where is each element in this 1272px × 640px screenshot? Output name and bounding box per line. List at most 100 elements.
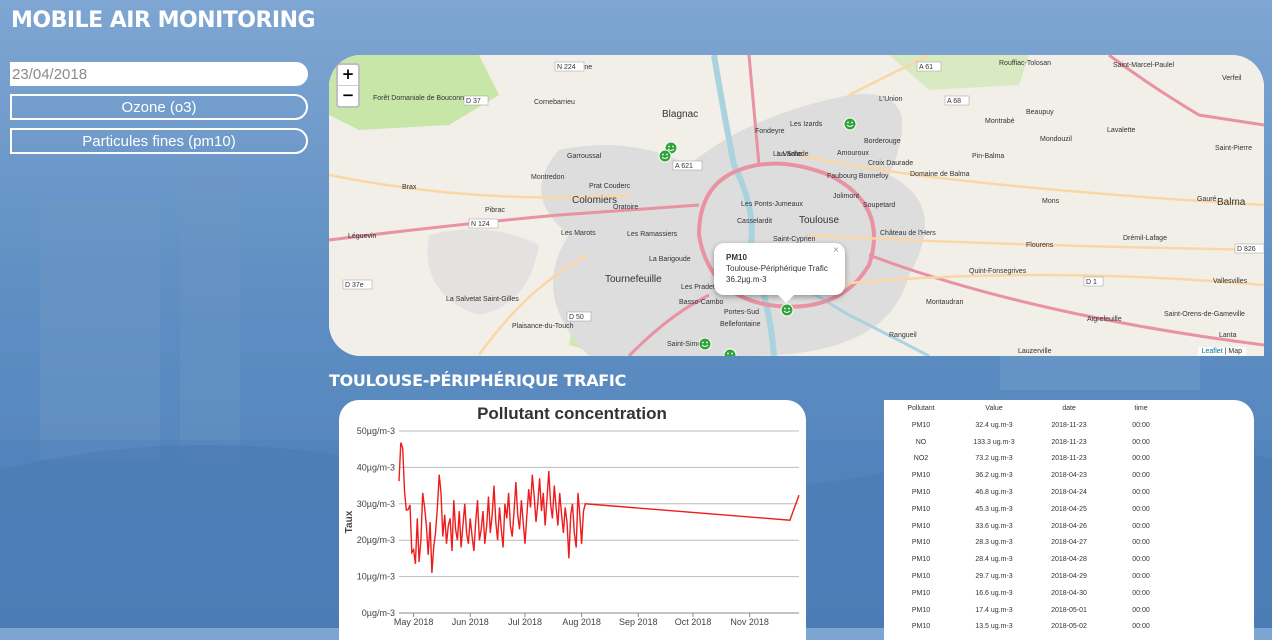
map-place-label: La Salade	[777, 151, 809, 158]
map-road	[808, 233, 1264, 252]
map-road	[848, 55, 930, 97]
zoom-out-button[interactable]: −	[338, 85, 358, 106]
map-place-label: Quint-Fonsegrives	[969, 268, 1027, 275]
cell-time: 00:00	[1132, 589, 1150, 597]
chart-series-line	[398, 442, 800, 574]
chart-x-tick-label: Oct 2018	[675, 617, 712, 627]
header-time: time	[1134, 405, 1148, 412]
station-marker-icon[interactable]	[658, 149, 672, 163]
cell-value: 17.4 ug.m-3	[975, 606, 1013, 614]
cell-pollutant: NO2	[913, 455, 929, 463]
map-place-label: Jolimont	[833, 193, 859, 200]
map-place-label: Borderouge	[864, 138, 901, 145]
map-road	[828, 273, 1264, 287]
map-place-label: Aigrefeuille	[1087, 316, 1122, 323]
station-title: TOULOUSE-PÉRIPHÉRIQUE TRAFIC	[329, 371, 627, 390]
zoom-in-button[interactable]: +	[341, 65, 355, 83]
map-place-label: Oratoire	[613, 204, 638, 211]
map-link[interactable]: Map	[1228, 348, 1242, 355]
map-road	[477, 253, 590, 356]
cell-pollutant: PM10	[911, 606, 931, 614]
map-place-label: Saint-Marcel-Paulel	[1113, 62, 1175, 69]
station-popup: × PM10 Toulouse-Périphérique Trafic 36.2…	[714, 243, 845, 303]
chart-x-tick-label: Nov 2018	[730, 617, 769, 627]
ozone-button[interactable]: Ozone (o3)	[10, 94, 308, 120]
map-highway	[627, 293, 710, 356]
cell-time: 00:00	[1132, 472, 1150, 480]
map-road-badge	[1234, 243, 1264, 254]
map-place-label: Rangueil	[889, 332, 917, 339]
cell-value: 32.4 ug.m-3	[975, 421, 1013, 429]
map-place-label: Lanta	[1219, 332, 1237, 339]
map-place-label: Saint-Simon	[667, 341, 705, 348]
map-highway	[747, 55, 761, 166]
map-place-label: Les Ramassiers	[627, 231, 678, 238]
map-place-label: Beaupuy	[1026, 109, 1054, 116]
map-place-label: Tournefeuille	[605, 274, 662, 285]
station-marker-icon[interactable]	[698, 337, 712, 351]
header-value: Value	[985, 405, 1003, 412]
cell-date: 2018-04-30	[1051, 589, 1087, 597]
map-place-label: La Vache	[773, 151, 802, 158]
chart-x-tick-label: Jun 2018	[452, 617, 489, 627]
map-place-label: Lauzerville	[1018, 348, 1052, 355]
table-row: PM10 17.4 ug.m-3 2018-05-01 00:00	[884, 602, 1174, 619]
table-row: PM10 33.6 ug.m-3 2018-04-26 00:00	[884, 518, 1174, 535]
cell-time: 00:00	[1132, 455, 1150, 463]
map-place-label: Croix Daurade	[868, 160, 913, 167]
station-marker-icon[interactable]	[723, 348, 737, 356]
cell-pollutant: PM10	[911, 589, 931, 597]
map-road-badge	[468, 218, 499, 229]
map-ring-road	[696, 161, 876, 309]
map-road-badge	[944, 95, 970, 106]
chart-y-tick-label: 0µg/m-3	[362, 608, 395, 618]
map-road-badge	[342, 279, 373, 290]
date-input[interactable]	[10, 62, 308, 86]
cell-time: 00:00	[1132, 489, 1150, 497]
map-tiles[interactable]: AussonneBlagnacGarroussalMontredonPrat C…	[329, 55, 1264, 356]
cell-date: 2018-04-27	[1051, 539, 1087, 547]
cell-date: 2018-04-24	[1051, 489, 1087, 497]
map-place-label: Casselardit	[737, 218, 772, 225]
cell-time: 00:00	[1132, 556, 1150, 564]
map-place-label: Montaudran	[926, 299, 963, 306]
map-place-label: Faubourg Bonnefoy	[827, 173, 889, 180]
map-place-label: Saint-Pierre	[1215, 145, 1252, 152]
table-row: PM10 36.2 ug.m-3 2018-04-23 00:00	[884, 467, 1174, 484]
cell-pollutant: PM10	[911, 505, 931, 513]
cell-pollutant: PM10	[911, 522, 931, 530]
pm10-button[interactable]: Particules fines (pm10)	[10, 128, 308, 154]
map-road	[798, 153, 1264, 207]
map-place-label: Gauré	[1197, 196, 1217, 203]
map-place-label: Les Izards	[790, 121, 823, 128]
cell-time: 00:00	[1132, 421, 1150, 429]
cell-time: 00:00	[1132, 505, 1150, 513]
map-place-label: Prat Couderc	[589, 183, 631, 190]
popup-close-icon[interactable]: ×	[833, 245, 839, 256]
leaflet-link[interactable]: Leaflet	[1201, 348, 1223, 355]
chart-y-tick-label: 40µg/m-3	[357, 462, 395, 472]
map-place-label: Pibrac	[485, 207, 505, 214]
station-marker-icon[interactable]	[843, 117, 857, 131]
map-river	[711, 55, 777, 356]
map-road-badge	[463, 95, 489, 106]
table-row: PM10 45.3 ug.m-3 2018-04-25 00:00	[884, 501, 1174, 518]
map-place-label: Blagnac	[662, 109, 698, 120]
map-road-badge	[916, 61, 942, 72]
chart-y-tick-label: 20µg/m-3	[357, 535, 395, 545]
table-row: PM10 16.6 ug.m-3 2018-04-30 00:00	[884, 585, 1174, 602]
map-road-badge	[566, 311, 592, 322]
chart-ylabel: Taux	[344, 510, 355, 533]
cell-time: 00:00	[1132, 623, 1150, 631]
map-place-label: Saint-Orens-de-Gameville	[1164, 311, 1245, 318]
cell-value: 133.3 ug.m-3	[973, 438, 1015, 446]
table-header-row: Pollutant Value date time	[884, 400, 1174, 417]
station-marker-icon[interactable]	[780, 303, 794, 317]
cell-value: 45.3 ug.m-3	[975, 505, 1013, 513]
map[interactable]: AussonneBlagnacGarroussalMontredonPrat C…	[329, 55, 1264, 356]
popup-value: 36.2µg.m-3	[726, 275, 767, 284]
map-road-label: D 37e	[345, 282, 364, 289]
map-place-label: Garroussal	[567, 153, 602, 160]
map-highway	[1108, 55, 1264, 127]
cell-time: 00:00	[1132, 438, 1150, 446]
